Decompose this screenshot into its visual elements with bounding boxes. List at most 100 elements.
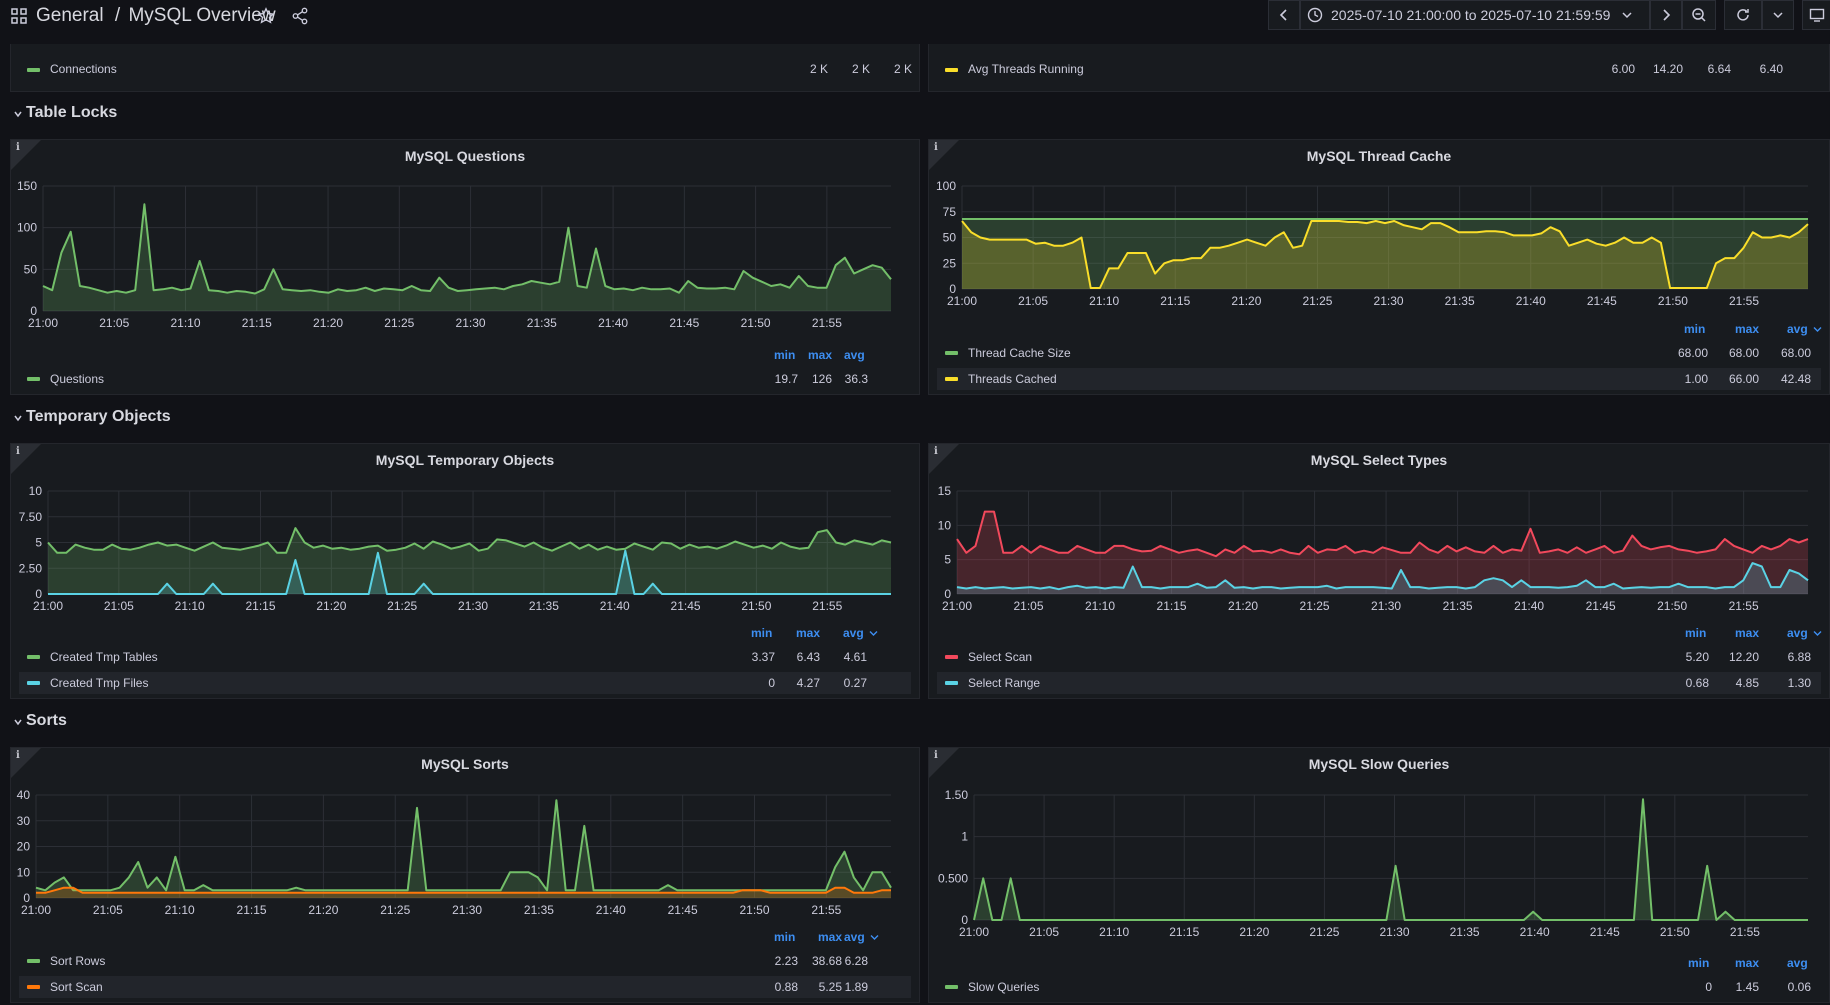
- legend-series-name[interactable]: Questions: [50, 372, 105, 386]
- info-corner[interactable]: [11, 444, 41, 474]
- info-icon[interactable]: i: [16, 142, 20, 153]
- legend-avg-threads-running-label[interactable]: Avg Threads Running: [968, 62, 1084, 76]
- chart-temporary-objects[interactable]: 0 2.50 5 7.50 10 21:00 21:05 21:10 21:15 21:20 21:…: [10, 443, 920, 699]
- legend-series-name[interactable]: Slow Queries: [968, 980, 1040, 994]
- legend-row[interactable]: Created Tmp Tables 3.37 6.43 4.61: [19, 646, 911, 668]
- info-corner[interactable]: [11, 140, 41, 170]
- row-collapse-chevron-icon[interactable]: [14, 110, 22, 118]
- tv-mode-button[interactable]: [1802, 0, 1830, 30]
- series-line-created-tmp-tables[interactable]: [47, 527, 892, 554]
- legend-row[interactable]: Questions 19.7 126 36.3: [19, 368, 911, 390]
- sort-chevron-down-icon[interactable]: [1813, 630, 1822, 637]
- breadcrumb-general[interactable]: General: [36, 5, 104, 26]
- legend-header-max[interactable]: max: [818, 930, 843, 944]
- info-icon[interactable]: i: [16, 750, 20, 761]
- info-corner[interactable]: [929, 444, 959, 474]
- panel-title[interactable]: MySQL Temporary Objects: [375, 452, 555, 468]
- series-line-created-tmp-files[interactable]: [48, 549, 891, 595]
- row-title-sorts[interactable]: Sorts: [26, 712, 67, 729]
- series-line-slow-queries[interactable]: [973, 798, 1808, 921]
- legend-series-name[interactable]: Select Range: [968, 676, 1041, 690]
- legend-header-min[interactable]: min: [1684, 322, 1706, 336]
- legend-header-min[interactable]: min: [751, 626, 773, 640]
- legend-row[interactable]: Slow Queries 0 1.45 0.06: [937, 976, 1821, 998]
- time-range-picker[interactable]: 2025-07-10 21:00:00 to 2025-07-10 21:59:…: [1300, 0, 1650, 30]
- legend-series-name[interactable]: Created Tmp Files: [50, 676, 149, 690]
- legend-header-avg[interactable]: avg: [1787, 956, 1808, 970]
- legend-series-name[interactable]: Thread Cache Size: [968, 346, 1071, 360]
- chart-select-types[interactable]: 0 5 10 15 21:00 21:05 21:10 21:15 21:20 21:25 21:3…: [928, 443, 1830, 699]
- legend-header-max[interactable]: max: [1735, 322, 1760, 336]
- panel-title[interactable]: MySQL Thread Cache: [1306, 148, 1452, 164]
- info-corner[interactable]: [929, 140, 959, 170]
- chart-slow-queries[interactable]: 0 0.500 1 1.50 21:00 21:05 21:10 21:15 21:20 21:2…: [928, 747, 1830, 1003]
- panel-title[interactable]: MySQL Sorts: [421, 756, 509, 772]
- sort-chevron-down-icon[interactable]: [870, 934, 879, 941]
- x-tick-label: 21:55: [1729, 294, 1759, 308]
- legend-row[interactable]: Threads Cached 1.00 66.00 42.48: [937, 368, 1821, 390]
- legend-header-min[interactable]: min: [774, 930, 796, 944]
- info-icon[interactable]: i: [934, 446, 938, 457]
- chart-questions[interactable]: 0 50 100 150 21:00 21:05 21:10 21:15 21:20 21:25 2…: [10, 139, 920, 395]
- legend-header-max[interactable]: max: [808, 348, 833, 362]
- tv-icon: [1809, 8, 1825, 22]
- row-collapse-chevron-icon[interactable]: [14, 718, 22, 726]
- legend-header-min[interactable]: min: [774, 348, 796, 362]
- legend-header-avg[interactable]: avg: [844, 930, 865, 944]
- panel-title[interactable]: MySQL Select Types: [1310, 452, 1448, 468]
- series-line-questions[interactable]: [42, 203, 892, 295]
- series-line-sort-rows[interactable]: [35, 799, 892, 892]
- legend-header-min[interactable]: min: [1688, 956, 1710, 970]
- legend-row[interactable]: Sort Rows 2.23 38.68 6.28: [19, 950, 911, 972]
- legend-row[interactable]: Thread Cache Size 68.00 68.00 68.00: [937, 342, 1821, 364]
- info-icon[interactable]: i: [16, 446, 20, 457]
- panel-title[interactable]: MySQL Slow Queries: [1308, 756, 1450, 772]
- series-line-select-range[interactable]: [956, 562, 1809, 591]
- legend-header-min[interactable]: min: [1685, 626, 1707, 640]
- legend-header-avg[interactable]: avg: [1787, 626, 1808, 640]
- sort-chevron-down-icon[interactable]: [1813, 326, 1822, 333]
- apps-icon[interactable]: [11, 8, 27, 24]
- legend-swatch: [27, 377, 40, 381]
- series-line-threads-cached[interactable]: [961, 220, 1809, 289]
- info-icon[interactable]: i: [934, 750, 938, 761]
- legend-connections-label[interactable]: Connections: [50, 62, 117, 76]
- legend-value: 14.20: [1652, 62, 1683, 76]
- legend-header-max[interactable]: max: [796, 626, 821, 640]
- series-line-sort-scan[interactable]: [36, 886, 891, 894]
- share-icon[interactable]: [291, 7, 309, 25]
- series-line-select-scan[interactable]: [956, 510, 1809, 558]
- legend-header-max[interactable]: max: [1735, 956, 1760, 970]
- legend-header-avg[interactable]: avg: [843, 626, 864, 640]
- refresh-button[interactable]: [1724, 0, 1762, 30]
- panel-title[interactable]: MySQL Questions: [404, 148, 526, 164]
- legend-swatch: [27, 681, 40, 685]
- legend-header-avg[interactable]: avg: [1787, 322, 1808, 336]
- zoom-out-button[interactable]: [1682, 0, 1716, 30]
- star-icon[interactable]: [257, 7, 275, 25]
- legend-series-name[interactable]: Select Scan: [968, 650, 1033, 664]
- sort-chevron-down-icon[interactable]: [869, 630, 878, 637]
- chart-sorts[interactable]: 0 10 20 30 40 21:00 21:05 21:10 21:15 21:20 21:25 2…: [10, 747, 920, 1003]
- row-title-table-locks[interactable]: Table Locks: [26, 104, 118, 121]
- row-title-temporary-objects[interactable]: Temporary Objects: [26, 408, 171, 425]
- info-corner[interactable]: [11, 748, 41, 778]
- legend-header-max[interactable]: max: [1735, 626, 1760, 640]
- time-forward-button[interactable]: [1650, 0, 1682, 30]
- legend-header-avg[interactable]: avg: [844, 348, 865, 362]
- x-tick-label: 21:30: [1371, 599, 1401, 613]
- row-collapse-chevron-icon[interactable]: [14, 414, 22, 422]
- legend-row[interactable]: Created Tmp Files 0 4.27 0.27: [19, 672, 911, 694]
- legend-series-name[interactable]: Created Tmp Tables: [50, 650, 158, 664]
- chart-thread-cache[interactable]: 0 25 50 75 100 21:00 21:05 21:10 21:15 21:20 21:25…: [928, 139, 1830, 395]
- refresh-interval-button[interactable]: [1762, 0, 1794, 30]
- legend-series-name[interactable]: Sort Rows: [50, 954, 106, 968]
- legend-row[interactable]: Select Range 0.68 4.85 1.30: [937, 672, 1821, 694]
- info-corner[interactable]: [929, 748, 959, 778]
- legend-series-name[interactable]: Sort Scan: [50, 980, 103, 994]
- legend-row[interactable]: Select Scan 5.20 12.20 6.88: [937, 646, 1821, 668]
- time-back-button[interactable]: [1268, 0, 1300, 30]
- legend-row[interactable]: Sort Scan 0.88 5.25 1.89: [19, 976, 911, 998]
- info-icon[interactable]: i: [934, 142, 938, 153]
- legend-series-name[interactable]: Threads Cached: [968, 372, 1057, 386]
